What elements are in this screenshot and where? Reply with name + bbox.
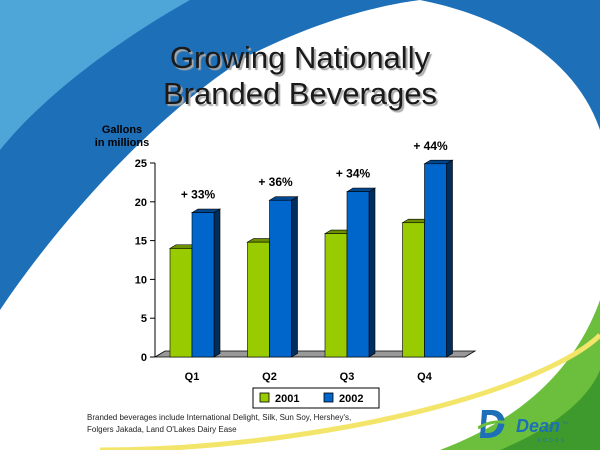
logo-subtitle: FOODS [538, 438, 566, 444]
legend-swatch-2002 [323, 392, 334, 403]
y-axis-label-line-1: Gallons [102, 124, 142, 136]
legend-label-2001: 2001 [275, 393, 299, 405]
bar-2002-Q1 [191, 212, 215, 358]
growth-label: + 33% [181, 188, 216, 202]
y-tick-label: 5 [141, 313, 147, 325]
dean-foods-logo: Dean TM FOODS [478, 410, 568, 444]
footnote-line-1: Branded beverages include International … [87, 413, 352, 422]
legend-swatch-2001 [259, 392, 270, 403]
y-tick-label: 25 [135, 158, 147, 170]
bar-side-2002-Q4 [446, 159, 453, 358]
bar-2001-Q4 [402, 222, 425, 358]
bar-2002-Q3 [346, 191, 370, 358]
footnote-line-2: Folgers Jakada, Land O'Lakes Dairy Ease [87, 425, 237, 434]
logo-tm: TM [562, 420, 568, 425]
legend-label-2002: 2002 [339, 393, 363, 405]
growth-label: + 44% [413, 139, 448, 153]
x-tick-label: Q1 [185, 371, 200, 383]
y-tick-label: 0 [141, 352, 147, 364]
x-tick-label: Q2 [262, 371, 277, 383]
logo-wordmark: Dean [516, 416, 560, 436]
bar-2001-Q2 [247, 241, 270, 358]
legend: 2001 2002 [252, 387, 380, 409]
legend-box [252, 387, 380, 409]
growth-label: + 36% [258, 175, 293, 189]
slide-title: Growing Nationally Branded Beverages [0, 40, 600, 112]
bar-2001-Q3 [324, 233, 348, 358]
y-tick-label: 10 [135, 274, 147, 286]
x-tick-label: Q4 [417, 371, 433, 383]
bar-2001-Q1 [169, 248, 193, 358]
logo-swoosh-icon [478, 420, 513, 430]
bar-side-2002-Q1 [213, 208, 221, 358]
bar-2002-Q2 [269, 199, 292, 358]
y-tick-label: 15 [135, 236, 147, 248]
x-tick-label: Q3 [340, 371, 355, 383]
growth-label: + 34% [336, 167, 371, 181]
plot-area: 0 5 10 15 20 25 + 33% Q1 + 36% Q2 + 34% Q3 + 44% Q4 [135, 139, 477, 383]
bar-side-2002-Q3 [368, 187, 376, 358]
footnote: Branded beverages include International … [87, 412, 387, 436]
bar-side-2002-Q2 [291, 196, 298, 358]
bar-2002-Q4 [424, 163, 447, 358]
y-axis-label-line-2: in millions [95, 137, 149, 149]
title-line-1: Growing Nationally [169, 40, 431, 75]
title-line-2: Branded Beverages [162, 76, 438, 111]
logo-mark-icon [480, 410, 505, 438]
y-tick-label: 20 [135, 197, 147, 209]
